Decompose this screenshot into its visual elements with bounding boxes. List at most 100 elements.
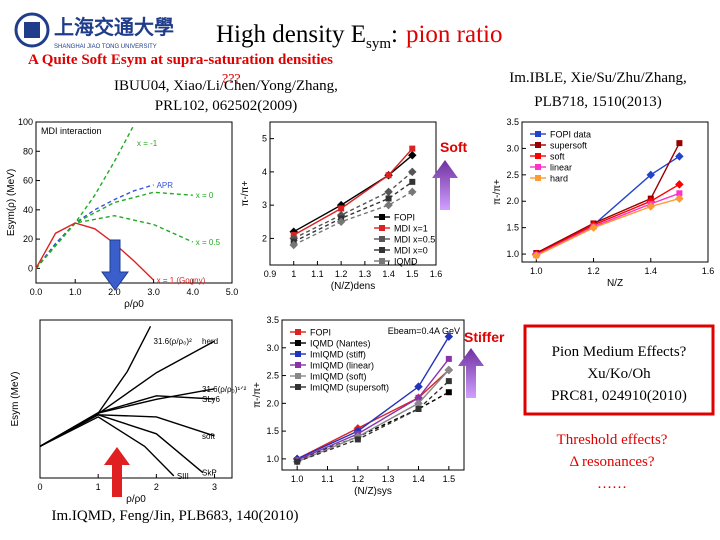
legend-label: ImIQMD (stiff) <box>310 350 366 360</box>
x-tick-label: 1.2 <box>352 474 365 484</box>
data-point <box>408 187 417 197</box>
x-tick-label: 1.3 <box>359 269 372 279</box>
data-point <box>294 458 301 465</box>
series-label: APR <box>157 181 174 190</box>
title-colon: : <box>391 21 398 48</box>
legend-marker <box>379 236 385 242</box>
series-line <box>296 369 450 460</box>
label-soft: Soft <box>440 139 468 155</box>
data-point <box>385 195 392 202</box>
x-tick-label: 4.0 <box>187 287 200 297</box>
y-tick-label: 3 <box>262 200 267 210</box>
logo: 上海交通大學 SHANGHAI JIAO TONG UNIVERSITY <box>14 12 174 50</box>
series-line <box>296 391 450 461</box>
x-tick-label: 1.2 <box>587 266 600 276</box>
x-tick-label: 1.1 <box>321 474 334 484</box>
series-line <box>35 184 154 269</box>
legend-marker <box>295 384 301 390</box>
plot-frame <box>39 319 233 479</box>
series-line <box>535 142 681 254</box>
panel-title: MDI interaction <box>41 126 102 136</box>
x-tick-label: 1.4 <box>412 474 425 484</box>
question: Δ resonances? <box>569 454 654 470</box>
x-tick-label: 1.5 <box>443 474 456 484</box>
data-point <box>445 355 452 362</box>
data-point <box>408 167 417 177</box>
legend-label: hard <box>550 174 568 184</box>
series-label: x = 1 (Gogny) <box>157 276 206 285</box>
data-point <box>415 405 422 412</box>
data-point <box>414 382 423 391</box>
legend-marker <box>295 340 301 346</box>
y-tick-label: 3.5 <box>506 117 519 127</box>
subtitle: A Quite Soft Esym at supra-saturation de… <box>28 52 333 68</box>
legend-label: FOPI <box>394 213 415 223</box>
x-tick-label: 1.5 <box>406 269 419 279</box>
series-line <box>296 380 450 463</box>
arrow-up <box>104 447 130 497</box>
y-axis-label: Esym(ρ) (MeV) <box>6 169 17 236</box>
legend-label: IQMD (Nantes) <box>310 339 371 349</box>
legend-marker <box>535 142 541 148</box>
y-tick-label: 1.0 <box>266 454 279 464</box>
ref: IBUU04, Xiao/Li/Chen/Yong/Zhang, <box>114 78 338 94</box>
legend-label: FOPI data <box>550 130 591 140</box>
y-tick-label: 3.5 <box>266 315 279 325</box>
data-point <box>384 187 393 197</box>
data-point <box>415 394 422 401</box>
legend-marker <box>535 164 541 170</box>
y-axis-label: Esym (MeV) <box>10 372 21 427</box>
logo-en: SHANGHAI JIAO TONG UNIVERSITY <box>54 44 157 50</box>
y-tick-label: 2 <box>262 233 267 243</box>
legend-label: ImIQMD (supersoft) <box>310 383 389 393</box>
title-highlight: pion ratio <box>406 21 503 48</box>
x-tick-label: 2.0 <box>108 287 121 297</box>
data-point <box>444 332 454 341</box>
legend-label: ImIQMD (linear) <box>310 361 374 371</box>
logo-name: 上海交通大學 <box>54 15 174 39</box>
series-label: SIII <box>177 472 189 481</box>
x-tick-label: 1 <box>291 269 296 279</box>
y-tick-label: 2.5 <box>266 371 279 381</box>
note-line: Pion Medium Effects? <box>552 344 687 360</box>
note-line: Xu/Ko/Oh <box>587 366 651 382</box>
legend-label: MDI x=0.5 <box>394 235 435 245</box>
y-tick-label: 3.0 <box>506 143 519 153</box>
y-tick-label: 40 <box>23 205 33 215</box>
x-tick-label: 5.0 <box>226 287 239 297</box>
x-tick-label: 1 <box>96 482 101 492</box>
legend-marker <box>379 225 385 231</box>
ref: Im.IQMD, Feng/Jin, PLB683, 140(2010) <box>51 508 298 524</box>
series-line <box>35 191 193 269</box>
series-label: x = 0.5 <box>196 238 221 247</box>
y-tick-label: 100 <box>18 117 33 127</box>
y-tick-label: 1.5 <box>266 426 279 436</box>
legend-label: MDI x=0 <box>394 246 428 256</box>
legend-marker <box>379 247 385 253</box>
y-tick-label: 1.5 <box>506 223 519 233</box>
series-line <box>35 124 135 269</box>
data-point <box>289 240 298 250</box>
data-point <box>409 178 416 185</box>
arrow-up <box>432 160 458 210</box>
series-label: herd <box>202 337 218 346</box>
x-axis-label: (N/Z)dens <box>331 281 375 292</box>
data-point <box>445 378 452 385</box>
note-line: PRC81, 024910(2010) <box>551 388 687 404</box>
series-line <box>39 414 204 474</box>
note-box <box>523 324 715 416</box>
data-point <box>408 151 417 160</box>
subtitle-note: ??? <box>222 72 241 87</box>
y-axis-label: π-/π+ <box>240 180 251 206</box>
series-line <box>35 222 155 281</box>
y-tick-label: 0 <box>28 263 33 273</box>
y-tick-label: 2.5 <box>506 170 519 180</box>
series-label: 31.6(ρ/ρ₀)² <box>154 337 193 346</box>
series-line <box>35 214 194 269</box>
series-line <box>39 395 215 448</box>
y-tick-label: 20 <box>23 234 33 244</box>
y-tick-label: 4 <box>262 167 267 177</box>
x-tick-label: 3.0 <box>147 287 160 297</box>
ref: Im.IBLE, Xie/Su/Zhu/Zhang, <box>509 70 686 86</box>
data-point <box>338 205 345 212</box>
